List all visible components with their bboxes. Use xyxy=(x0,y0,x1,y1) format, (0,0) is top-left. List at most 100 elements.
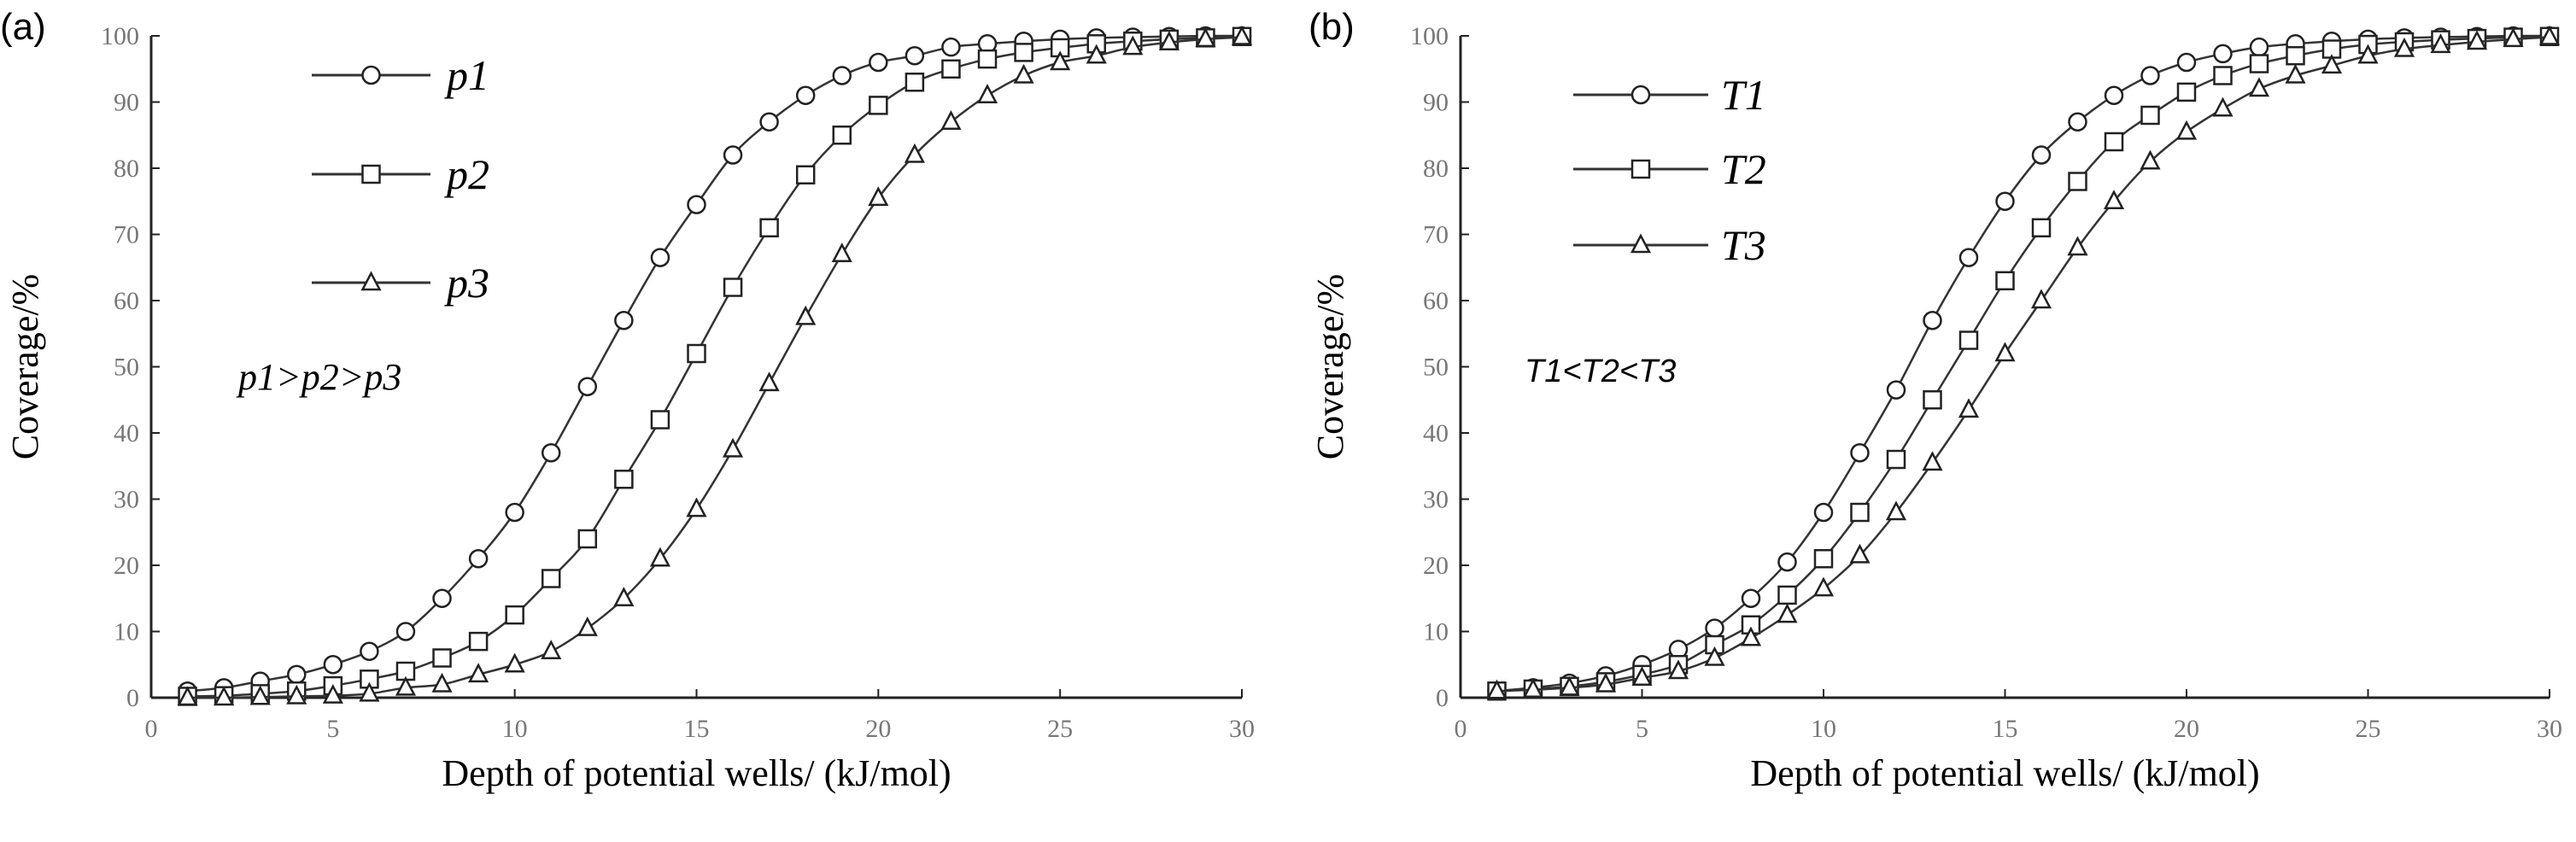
data-point-p2 xyxy=(869,96,888,115)
data-point-p2 xyxy=(432,648,452,668)
data-point-p3 xyxy=(359,681,380,702)
data-point-p2 xyxy=(905,73,925,92)
data-point-p3 xyxy=(395,675,417,696)
annotation: p1>p2>p3 xyxy=(236,356,401,398)
data-point-T3 xyxy=(1667,659,1689,680)
y-tick-label: 70 xyxy=(1423,221,1449,249)
legend-entry-p2: p2 xyxy=(312,150,489,198)
data-point-p1 xyxy=(577,377,598,396)
data-point-T3 xyxy=(2430,33,2451,54)
data-point-T3 xyxy=(2538,25,2561,45)
series-T3 xyxy=(1486,25,2561,699)
y-tick-label: 50 xyxy=(114,354,139,382)
y-axis-title: Coverage/% xyxy=(1309,274,1351,459)
data-point-p1 xyxy=(869,52,888,73)
y-tick-label: 90 xyxy=(114,89,139,117)
data-point-T3 xyxy=(1812,576,1835,597)
data-point-T1 xyxy=(2249,37,2269,57)
data-point-p3 xyxy=(1122,35,1144,56)
x-tick-label: 20 xyxy=(865,715,891,743)
y-tick-label: 0 xyxy=(126,684,139,712)
y-tick-label: 100 xyxy=(101,22,139,50)
data-point-T1 xyxy=(2140,66,2160,85)
legend-entry-T3: T3 xyxy=(1573,221,1766,269)
data-point-p2 xyxy=(941,59,961,79)
data-point-T2 xyxy=(1777,585,1797,605)
data-point-p3 xyxy=(649,547,671,567)
data-point-T2 xyxy=(2213,66,2233,85)
x-tick-label: 0 xyxy=(145,715,158,743)
data-point-T1 xyxy=(2068,112,2087,132)
data-point-p1 xyxy=(468,549,489,569)
data-point-T3 xyxy=(1994,342,2016,362)
data-point-p3 xyxy=(795,305,817,325)
data-point-p3 xyxy=(249,685,271,705)
data-point-p1 xyxy=(287,664,307,685)
data-point-T1 xyxy=(1886,380,1906,400)
x-axis-title: Depth of potential wells/ (kJ/mol) xyxy=(442,752,951,794)
data-point-p3 xyxy=(431,672,453,693)
legend-marker-triangle-icon xyxy=(360,271,382,291)
panel-label: (a) xyxy=(0,6,46,48)
data-point-T1 xyxy=(1741,588,1761,608)
x-tick-label: 20 xyxy=(2174,715,2199,743)
data-point-T1 xyxy=(1777,552,1797,572)
data-point-p3 xyxy=(686,497,707,517)
data-point-T2 xyxy=(1850,502,1870,523)
data-point-p1 xyxy=(795,85,816,105)
data-point-T3 xyxy=(1595,672,1617,693)
data-point-p1 xyxy=(650,248,670,267)
x-tick-label: 5 xyxy=(1636,715,1648,743)
y-tick-label: 40 xyxy=(114,419,139,447)
data-point-T3 xyxy=(2030,289,2052,309)
legend-marker-circle-icon xyxy=(361,65,381,85)
data-point-T3 xyxy=(1522,678,1544,698)
y-tick-label: 100 xyxy=(1410,22,1449,50)
annotation: T1<T2<T3 xyxy=(1525,354,1676,389)
y-tick-label: 80 xyxy=(114,155,139,183)
data-point-T3 xyxy=(2248,77,2270,97)
data-point-p3 xyxy=(541,640,562,659)
data-point-p1 xyxy=(614,311,634,330)
data-point-p3 xyxy=(831,243,852,262)
data-point-p2 xyxy=(723,278,743,297)
data-point-T3 xyxy=(1704,646,1725,666)
x-tick-label: 30 xyxy=(1229,715,1255,743)
y-tick-label: 30 xyxy=(114,486,139,514)
legend-label: T3 xyxy=(1721,221,1766,269)
data-point-T1 xyxy=(2031,145,2052,165)
legend-entry-p1: p1 xyxy=(312,51,489,99)
y-tick-label: 70 xyxy=(114,221,139,249)
data-point-T3 xyxy=(1740,626,1762,646)
x-tick-label: 15 xyxy=(684,715,710,743)
legend-label: p2 xyxy=(444,150,489,198)
legend-marker-square-icon xyxy=(361,164,381,184)
data-point-T3 xyxy=(1885,500,1907,521)
data-point-p3 xyxy=(722,437,744,458)
y-tick-label: 0 xyxy=(1436,684,1449,712)
data-point-p1 xyxy=(360,641,379,661)
data-point-p1 xyxy=(395,622,416,641)
legend-label: p3 xyxy=(444,259,489,307)
data-point-T1 xyxy=(1705,618,1724,638)
data-point-p3 xyxy=(1231,25,1253,45)
y-tick-label: 60 xyxy=(114,287,139,315)
data-point-p2 xyxy=(541,569,561,588)
data-point-p3 xyxy=(868,186,889,207)
data-point-T3 xyxy=(2067,236,2088,256)
data-point-T1 xyxy=(2176,52,2197,73)
panel-label: (b) xyxy=(1308,6,1355,48)
legend-marker-square-icon xyxy=(1630,159,1651,179)
data-point-T3 xyxy=(2357,44,2379,64)
y-tick-label: 40 xyxy=(1423,419,1449,447)
data-point-p3 xyxy=(758,371,780,392)
data-point-p2 xyxy=(1014,43,1033,62)
x-tick-label: 30 xyxy=(2537,715,2562,743)
data-point-T2 xyxy=(2249,54,2269,73)
legend-marker-circle-icon xyxy=(1630,85,1651,105)
y-axis-title: Coverage/% xyxy=(4,274,46,459)
y-tick-label: 60 xyxy=(1423,287,1449,315)
data-point-T3 xyxy=(1958,398,1980,418)
data-point-p2 xyxy=(468,631,489,652)
